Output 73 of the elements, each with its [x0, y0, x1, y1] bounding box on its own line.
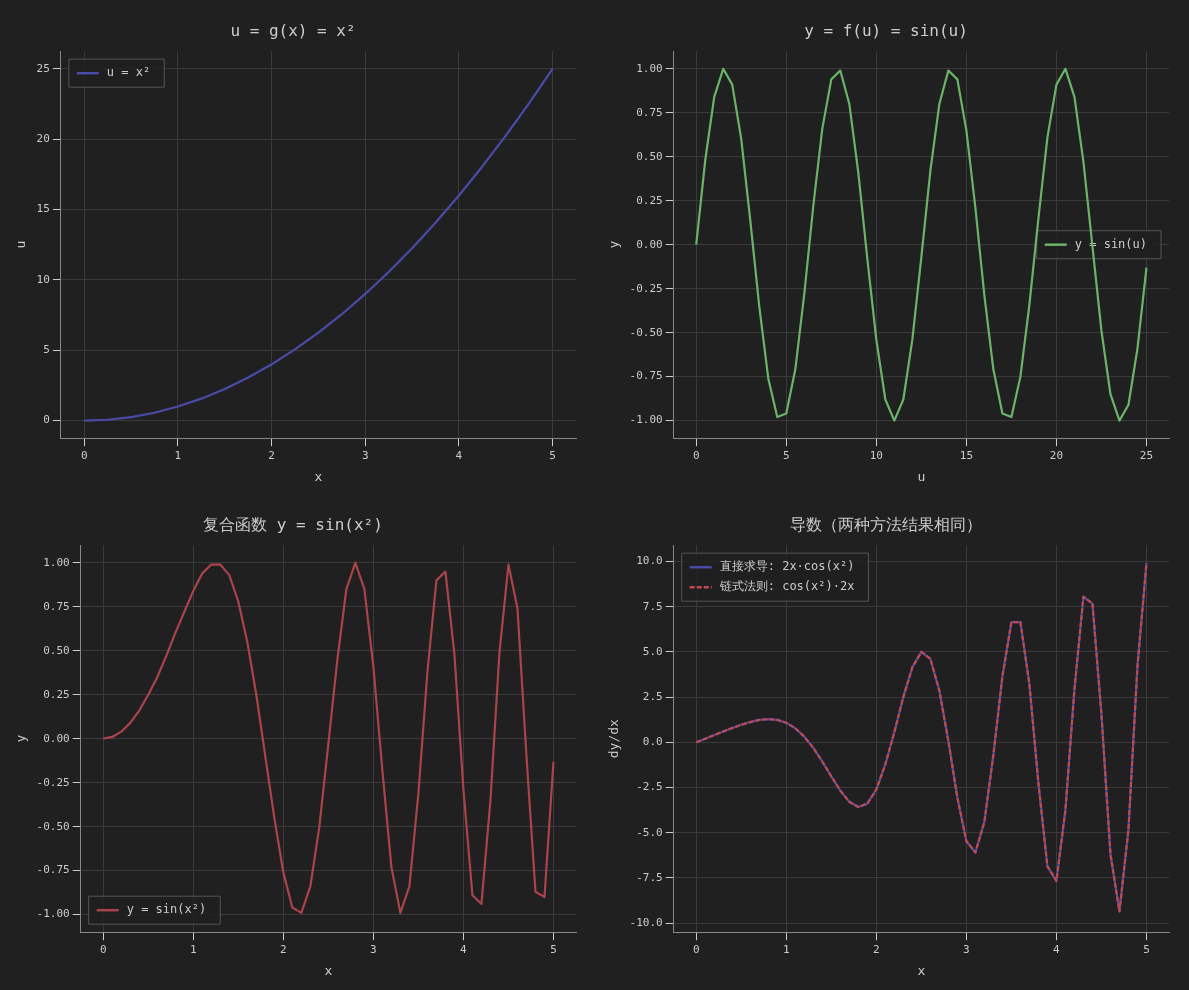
y-tick-label: -10.0	[629, 916, 663, 930]
y-tick-label: 1.00	[43, 555, 70, 569]
y-tick-label: -0.25	[629, 281, 663, 295]
y-tick-label: 20	[36, 132, 50, 146]
chart-title: 导数（两种方法结果相同）	[790, 514, 982, 534]
x-axis-title: x	[324, 962, 333, 978]
y-tick-label: 10	[36, 272, 50, 286]
x-tick-label: 5	[550, 942, 557, 956]
y-tick-label: -1.00	[629, 413, 663, 427]
x-axis-title: u	[917, 468, 926, 484]
x-tick-label: 3	[361, 448, 369, 462]
chart-title: 复合函数 y = sin(x²)	[203, 514, 383, 534]
x-tick-label: 0	[692, 448, 700, 462]
y-tick-label: 0.25	[43, 687, 70, 701]
y-tick-label: 0.50	[43, 643, 70, 657]
x-tick-label: 4	[460, 942, 468, 956]
chart-title: y = f(u) = sin(u)	[804, 20, 968, 40]
y-tick-label: 7.5	[642, 599, 663, 613]
x-axis-title: x	[917, 962, 926, 978]
legend-label: 直接求导: 2x·cos(x²)	[719, 559, 855, 574]
y-tick-label: 10.0	[636, 554, 663, 568]
y-tick-label: -1.00	[36, 907, 70, 921]
y-tick-label: -0.50	[36, 819, 70, 833]
x-tick-label: 1	[782, 942, 790, 956]
y-tick-label: 0.00	[636, 237, 663, 251]
x-tick-label: 0	[99, 942, 107, 956]
chart-title: u = g(x) = x²	[230, 20, 356, 40]
y-tick-label: 25	[36, 61, 50, 75]
legend-label: 链式法则: cos(x²)·2x	[718, 579, 855, 594]
y-tick-label: 2.5	[642, 689, 663, 703]
x-tick-label: 1	[174, 448, 182, 462]
y-axis-title: u	[13, 240, 29, 249]
x-tick-label: 25	[1139, 448, 1154, 462]
y-tick-label: -0.50	[629, 325, 663, 339]
y-tick-label: 0.0	[642, 735, 663, 749]
y-tick-label: 0.00	[43, 731, 70, 745]
y-axis-title: y	[606, 240, 622, 249]
y-axis-title: dy/dx	[606, 718, 622, 759]
x-tick-label: 5	[549, 448, 556, 462]
x-tick-label: 0	[80, 448, 88, 462]
x-tick-label: 15	[959, 448, 974, 462]
y-tick-label: 15	[36, 202, 50, 216]
y-tick-label: 0.75	[636, 105, 663, 119]
x-tick-label: 4	[1053, 942, 1061, 956]
x-axis-title: x	[314, 468, 323, 484]
y-tick-label: 5.0	[642, 644, 663, 658]
y-tick-label: 0	[43, 413, 50, 427]
x-tick-label: 0	[692, 942, 700, 956]
y-tick-label: 0.25	[636, 193, 663, 207]
x-tick-label: 3	[370, 942, 377, 956]
legend-label: y = sin(x²)	[126, 902, 207, 917]
y-tick-label: 0.50	[636, 149, 663, 163]
y-tick-label: -5.0	[636, 825, 663, 839]
y-tick-label: -0.25	[36, 775, 70, 789]
y-tick-label: 0.75	[43, 599, 70, 613]
x-tick-label: 20	[1049, 448, 1064, 462]
x-tick-label: 3	[963, 942, 970, 956]
x-tick-label: 5	[1143, 942, 1150, 956]
x-tick-label: 1	[189, 942, 197, 956]
legend-label: u = x²	[106, 65, 151, 80]
y-tick-label: -7.5	[636, 870, 663, 884]
x-tick-label: 2	[873, 942, 880, 956]
x-tick-label: 2	[268, 448, 275, 462]
y-axis-title: y	[13, 734, 29, 743]
y-tick-label: -0.75	[629, 369, 663, 383]
x-tick-label: 2	[280, 942, 287, 956]
y-tick-label: -0.75	[36, 863, 70, 877]
x-tick-label: 5	[782, 448, 790, 462]
x-tick-label: 4	[455, 448, 463, 462]
y-tick-label: 1.00	[636, 61, 663, 75]
y-tick-label: 5	[43, 343, 50, 357]
x-tick-label: 10	[869, 448, 883, 462]
y-tick-label: -2.5	[636, 780, 663, 794]
